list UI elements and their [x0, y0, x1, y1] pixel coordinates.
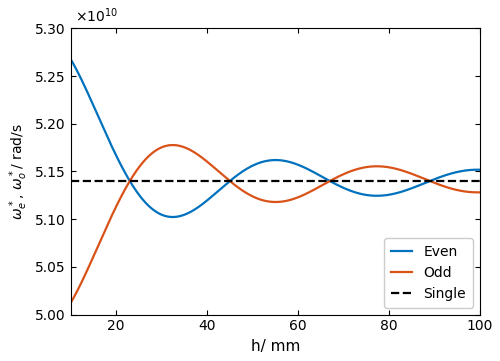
Even [224, 180, 230, 185]
Odd [138, 162, 144, 166]
Even [170, 215, 176, 219]
Odd [425, 178, 431, 182]
Even [425, 180, 431, 184]
Y-axis label: $\omega_e^*$, $\omega_o^*/$ rad/s: $\omega_e^*$, $\omega_o^*/$ rad/s [7, 123, 30, 220]
Odd [469, 190, 475, 194]
Text: $\times 10^{10}$: $\times 10^{10}$ [75, 7, 118, 26]
X-axis label: h/ mm: h/ mm [250, 339, 300, 354]
Even [114, 156, 120, 160]
Single [27, 179, 33, 183]
Odd [477, 190, 483, 195]
Legend: Even, Odd, Single: Even, Odd, Single [384, 238, 473, 308]
Odd [170, 143, 176, 147]
Odd [224, 177, 230, 182]
Even [469, 168, 475, 172]
Even [477, 168, 483, 172]
Single [22, 179, 28, 183]
Line: Odd: Odd [70, 145, 480, 303]
Odd [68, 301, 73, 305]
Even [242, 168, 248, 172]
Even [68, 57, 73, 61]
Odd [242, 190, 248, 195]
Line: Even: Even [70, 59, 480, 217]
Odd [114, 202, 120, 206]
Even [138, 196, 144, 200]
